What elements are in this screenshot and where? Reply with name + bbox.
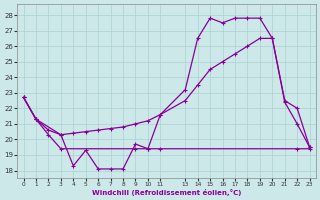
X-axis label: Windchill (Refroidissement éolien,°C): Windchill (Refroidissement éolien,°C) [92,189,241,196]
